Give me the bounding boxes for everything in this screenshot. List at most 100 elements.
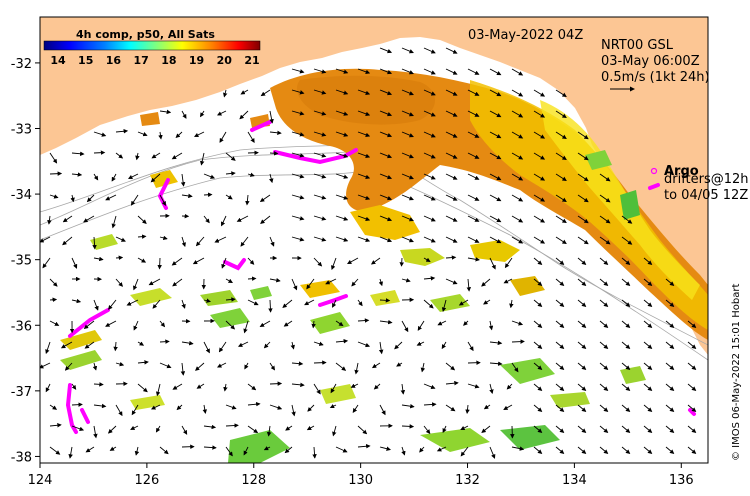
- current-vector: [225, 152, 236, 161]
- current-vector: [245, 194, 250, 206]
- current-vector: [357, 299, 363, 307]
- current-vector: [643, 446, 653, 454]
- current-vector: [467, 110, 480, 117]
- current-vector: [533, 341, 543, 349]
- current-vector: [401, 424, 415, 429]
- current-vector: [621, 215, 633, 224]
- argo-legend-label: Argo: [664, 164, 699, 179]
- current-vector: [243, 446, 249, 456]
- current-vector: [199, 152, 205, 166]
- current-vector: [599, 404, 609, 412]
- current-vector: [687, 425, 697, 433]
- current-vector: [599, 257, 609, 265]
- current-vector: [49, 278, 58, 287]
- plot-frame: [39, 16, 709, 464]
- current-vector: [40, 362, 51, 369]
- current-vector: [127, 173, 139, 179]
- current-vector: [225, 320, 236, 330]
- current-vector: [401, 89, 414, 96]
- current-vector: [511, 173, 524, 181]
- current-vector: [306, 278, 315, 290]
- current-vector: [291, 382, 305, 388]
- current-vector: [172, 278, 183, 287]
- current-vector: [159, 362, 172, 369]
- current-vector: [511, 215, 524, 223]
- current-vector: [577, 425, 587, 433]
- current-vector: [195, 236, 205, 247]
- current-vector: [225, 297, 236, 302]
- current-vector: [379, 215, 393, 222]
- current-vector: [282, 299, 293, 308]
- current-vector: [220, 215, 227, 227]
- current-vector: [159, 446, 169, 455]
- current-vector: [291, 131, 305, 137]
- current-vector: [396, 362, 403, 367]
- current-vector: [445, 131, 458, 138]
- current-vector: [533, 299, 543, 307]
- land-mainland: [40, 17, 708, 355]
- current-vector: [357, 236, 371, 242]
- lon-tick-label: 132: [455, 473, 480, 488]
- current-vector: [665, 425, 675, 433]
- current-vector: [400, 383, 406, 395]
- current-vector: [108, 299, 117, 310]
- current-vector: [291, 68, 305, 74]
- current-vector: [621, 257, 631, 265]
- current-vector: [577, 131, 589, 140]
- current-vector: [577, 299, 587, 307]
- current-vector: [577, 446, 587, 454]
- current-vector: [203, 192, 213, 197]
- current-vector: [180, 362, 186, 376]
- current-vector: [263, 341, 271, 349]
- current-vector: [202, 404, 208, 414]
- current-vector: [259, 194, 271, 203]
- current-vector: [401, 110, 414, 117]
- current-vector: [643, 257, 653, 265]
- current-vector: [291, 278, 298, 291]
- current-vector: [269, 362, 275, 371]
- current-vector: [335, 339, 349, 344]
- current-vector: [115, 236, 126, 242]
- current-vector: [335, 131, 349, 137]
- current-vector: [49, 404, 58, 410]
- current-vector: [84, 341, 95, 349]
- current-vector: [105, 194, 117, 201]
- current-vector: [115, 152, 124, 159]
- current-vector: [533, 425, 543, 433]
- current-vector: [203, 215, 210, 224]
- current-vector: [467, 215, 480, 222]
- current-vector: [218, 341, 227, 353]
- current-vector: [463, 320, 469, 326]
- current-vector: [70, 194, 75, 203]
- current-vector: [555, 236, 567, 244]
- current-vector: [621, 404, 631, 412]
- current-vector: [467, 173, 480, 180]
- current-vector: [483, 404, 491, 410]
- current-vector: [291, 110, 305, 116]
- current-vector: [665, 278, 675, 286]
- current-vector: [378, 278, 384, 287]
- current-vector: [357, 68, 371, 74]
- current-vector: [92, 362, 98, 371]
- current-vector: [335, 194, 349, 200]
- current-vector: [312, 446, 317, 459]
- current-vector: [481, 278, 491, 287]
- current-vector: [621, 320, 631, 328]
- current-vector: [533, 404, 543, 412]
- current-vector: [599, 320, 609, 328]
- current-vector: [416, 341, 425, 346]
- current-vector: [665, 362, 675, 370]
- current-vector: [181, 299, 186, 309]
- current-vector: [49, 423, 62, 428]
- current-vector: [47, 215, 52, 225]
- date-label: 03-May-2022 04Z: [468, 28, 583, 43]
- current-time-label: 03-May 06:00Z: [601, 54, 700, 69]
- current-vector: [71, 383, 77, 390]
- current-vector: [687, 446, 697, 454]
- current-vector: [40, 236, 51, 243]
- current-vector: [283, 320, 293, 327]
- current-vector: [577, 404, 587, 412]
- current-vector: [555, 152, 567, 160]
- current-vector: [137, 131, 148, 137]
- current-vector: [313, 152, 327, 158]
